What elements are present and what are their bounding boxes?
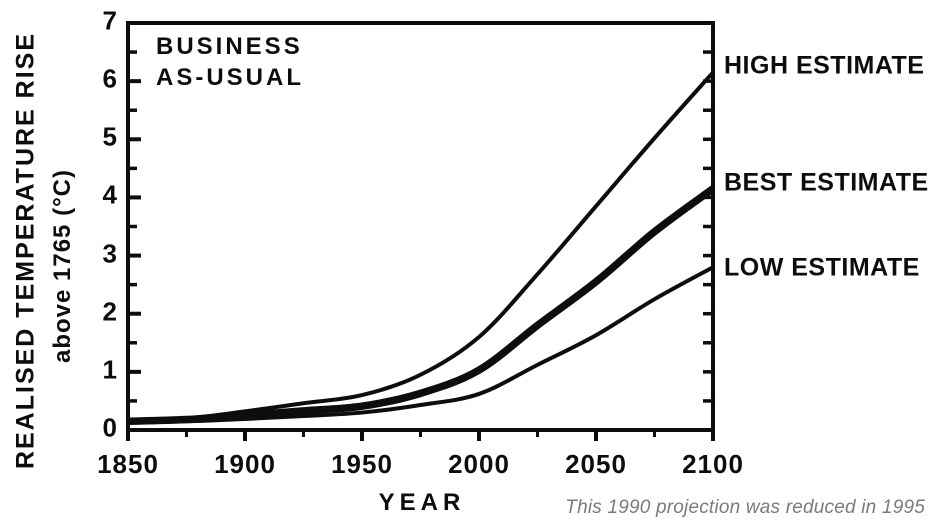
series-label-best: BEST ESTIMATE	[724, 168, 929, 197]
y-tick-label: 6	[102, 63, 117, 94]
series-line-low	[127, 265, 714, 425]
x-tick-label: 2000	[448, 449, 510, 479]
annotation-note: This 1990 projection was reduced in 1995	[565, 497, 925, 518]
x-tick-label: 2100	[682, 449, 744, 479]
x-tick-label: 1850	[97, 449, 159, 479]
y-tick-label: 2	[102, 296, 117, 327]
y-tick-label: 0	[102, 412, 117, 443]
scenario-title-line2: AS-USUAL	[156, 64, 304, 91]
y-tick-label: 1	[102, 354, 117, 385]
y-tick-label: 4	[102, 179, 117, 210]
series-line-high	[127, 71, 715, 424]
y-tick-label: 3	[102, 238, 117, 269]
x-tick-label: 1900	[214, 449, 276, 479]
y-tick-label: 7	[102, 5, 117, 36]
scenario-title-line1: BUSINESS	[156, 33, 303, 60]
scenario-title: BUSINESS AS-USUAL	[156, 31, 304, 93]
series-line-best	[127, 185, 716, 426]
y-tick-label: 5	[102, 121, 117, 152]
y-axis-title: REALISED TEMPERATURE RISE	[11, 31, 40, 470]
x-tick-label: 1950	[331, 449, 393, 479]
series-label-low: LOW ESTIMATE	[724, 253, 920, 282]
x-axis-title: YEAR	[378, 489, 466, 516]
x-tick-label: 2050	[565, 449, 627, 479]
series-label-high: HIGH ESTIMATE	[724, 51, 925, 80]
